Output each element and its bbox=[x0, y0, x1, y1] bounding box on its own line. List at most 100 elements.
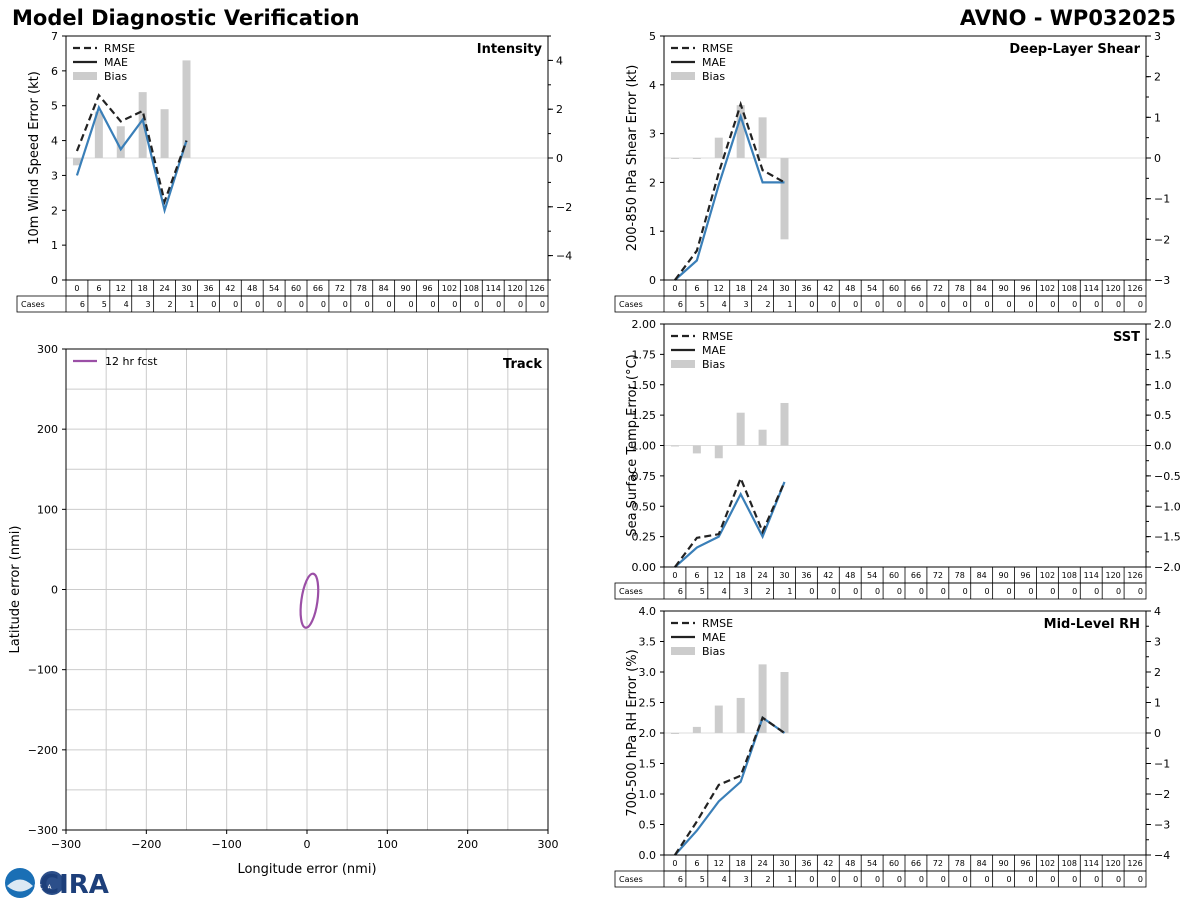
shear-case-count: 0 bbox=[1006, 300, 1011, 309]
sst-bias-bar bbox=[714, 445, 723, 459]
rh-lead-label: 42 bbox=[823, 859, 833, 868]
rh-case-count: 0 bbox=[831, 875, 836, 884]
shear-lead-label: 36 bbox=[801, 284, 811, 293]
intensity-cases-label: Cases bbox=[21, 300, 45, 309]
sst-lead-label: 90 bbox=[998, 571, 1008, 580]
track-y-tick-label: 0 bbox=[51, 584, 58, 597]
sst-y2-tick-label: 0.0 bbox=[1154, 440, 1172, 453]
rh-case-count: 2 bbox=[765, 875, 770, 884]
intensity-case-count: 0 bbox=[518, 300, 523, 309]
intensity-lead-label: 0 bbox=[74, 284, 79, 293]
rh-case-count: 6 bbox=[678, 875, 683, 884]
track-xlabel: Longitude error (nmi) bbox=[237, 862, 376, 877]
shear-case-count: 0 bbox=[831, 300, 836, 309]
sst-lead-label: 120 bbox=[1105, 571, 1120, 580]
rh-case-count: 0 bbox=[875, 875, 880, 884]
sst-y2-tick-label: −1.0 bbox=[1154, 500, 1181, 513]
sst-case-count: 0 bbox=[875, 587, 880, 596]
rh-case-count: 0 bbox=[919, 875, 924, 884]
shear-lead-label: 108 bbox=[1062, 284, 1077, 293]
sst-lead-label: 42 bbox=[823, 571, 833, 580]
shear-legend-bias: Bias bbox=[702, 70, 725, 83]
shear-bias-bar bbox=[692, 158, 701, 159]
rh-bias-bar bbox=[736, 697, 745, 733]
intensity-lead-label: 60 bbox=[291, 284, 301, 293]
rh-lead-label: 60 bbox=[889, 859, 899, 868]
sst-case-count: 0 bbox=[941, 587, 946, 596]
sst-lead-label: 96 bbox=[1020, 571, 1030, 580]
sst-cases-row bbox=[614, 582, 1147, 600]
intensity-lead-label: 114 bbox=[486, 284, 501, 293]
sst-case-count: 5 bbox=[700, 587, 705, 596]
rh-case-count: 0 bbox=[1072, 875, 1077, 884]
shear-lead-label: 126 bbox=[1127, 284, 1142, 293]
intensity-mae-line bbox=[75, 104, 188, 215]
rh-y2-tick-label: 0 bbox=[1154, 727, 1161, 740]
rh-case-count: 1 bbox=[787, 875, 792, 884]
rh-legend-rmse: RMSE bbox=[702, 617, 733, 630]
rh-case-count: 0 bbox=[963, 875, 968, 884]
rh-y2-tick-label: 2 bbox=[1154, 666, 1161, 679]
sst-case-count: 3 bbox=[744, 587, 749, 596]
intensity-y2-tick-label: −4 bbox=[556, 250, 572, 263]
sst-lead-label: 60 bbox=[889, 571, 899, 580]
shear-lead-label: 12 bbox=[714, 284, 724, 293]
track-y-tick-label: −200 bbox=[28, 744, 58, 757]
shear-legend-rmse: RMSE bbox=[702, 42, 733, 55]
sst-ylabel: Sea Surface Temp Error (°C) bbox=[625, 354, 640, 536]
intensity-ylabel: 10m Wind Speed Error (kt) bbox=[27, 71, 42, 245]
shear-y-tick-label: 2 bbox=[649, 176, 656, 189]
shear-case-count: 3 bbox=[744, 300, 749, 309]
intensity-lead-label: 48 bbox=[247, 284, 257, 293]
track-y-tick-label: −100 bbox=[28, 664, 58, 677]
shear-cases-table: Cases06651241832423013604204805406006607… bbox=[614, 279, 1147, 313]
rh-lead-label: 78 bbox=[955, 859, 965, 868]
track-chart-title: Track bbox=[503, 357, 542, 372]
sst-case-count: 0 bbox=[853, 587, 858, 596]
shear-case-count: 5 bbox=[700, 300, 705, 309]
shear-case-count: 1 bbox=[787, 300, 792, 309]
rh-legend-bias-swatch bbox=[671, 647, 695, 655]
rh-y2-tick-label: 1 bbox=[1154, 697, 1161, 710]
sst-y-tick-label: 0.50 bbox=[632, 500, 657, 513]
rh-bias-bar bbox=[758, 664, 767, 733]
rh-y2-tick-label: −4 bbox=[1154, 849, 1170, 862]
shear-lead-label: 42 bbox=[823, 284, 833, 293]
model-id: AVNO - WP032025 bbox=[959, 6, 1176, 30]
rh-y2-tick-label: 3 bbox=[1154, 636, 1161, 649]
shear-y2-tick-label: −3 bbox=[1154, 274, 1170, 287]
rh-panel: 0.00.51.01.52.02.53.03.54.0−4−3−2−101234… bbox=[614, 605, 1170, 888]
rh-y-tick-label: 0.5 bbox=[639, 819, 657, 832]
shear-lead-label: 72 bbox=[933, 284, 943, 293]
shear-chart-title: Deep-Layer Shear bbox=[1009, 42, 1140, 57]
shear-ylabel: 200-850 hPa Shear Error (kt) bbox=[625, 65, 640, 252]
rh-bias-bar bbox=[692, 726, 701, 733]
intensity-lead-label: 6 bbox=[96, 284, 101, 293]
intensity-case-count: 0 bbox=[211, 300, 216, 309]
shear-case-count: 0 bbox=[941, 300, 946, 309]
shear-y-tick-label: 4 bbox=[649, 79, 656, 92]
intensity-y-tick-label: 7 bbox=[51, 30, 58, 43]
shear-bias-bar bbox=[736, 105, 745, 158]
intensity-case-count: 0 bbox=[387, 300, 392, 309]
intensity-case-count: 6 bbox=[80, 300, 85, 309]
intensity-case-count: 0 bbox=[343, 300, 348, 309]
shear-lead-label: 48 bbox=[845, 284, 855, 293]
intensity-rmse-line bbox=[75, 93, 188, 206]
sst-lead-label: 72 bbox=[933, 571, 943, 580]
sst-case-count: 0 bbox=[1094, 587, 1099, 596]
rh-lead-label: 72 bbox=[933, 859, 943, 868]
shear-y-tick-label: 3 bbox=[649, 128, 656, 141]
rh-case-count: 0 bbox=[809, 875, 814, 884]
intensity-case-count: 0 bbox=[408, 300, 413, 309]
sst-case-count: 0 bbox=[1116, 587, 1121, 596]
intensity-cases-table: Cases06651241832423013604204805406006607… bbox=[16, 279, 549, 313]
track-x-tick-label: −300 bbox=[51, 838, 81, 851]
rh-case-count: 0 bbox=[897, 875, 902, 884]
intensity-case-count: 0 bbox=[452, 300, 457, 309]
shear-lead-label: 96 bbox=[1020, 284, 1030, 293]
sst-case-count: 0 bbox=[1138, 587, 1143, 596]
sst-lead-label: 54 bbox=[867, 571, 877, 580]
